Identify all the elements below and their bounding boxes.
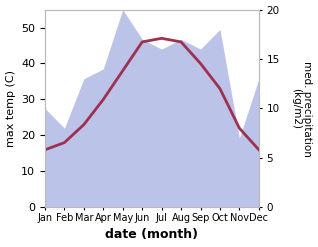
- X-axis label: date (month): date (month): [105, 228, 198, 242]
- Y-axis label: max temp (C): max temp (C): [5, 70, 16, 147]
- Y-axis label: med. precipitation
(kg/m2): med. precipitation (kg/m2): [291, 61, 313, 156]
